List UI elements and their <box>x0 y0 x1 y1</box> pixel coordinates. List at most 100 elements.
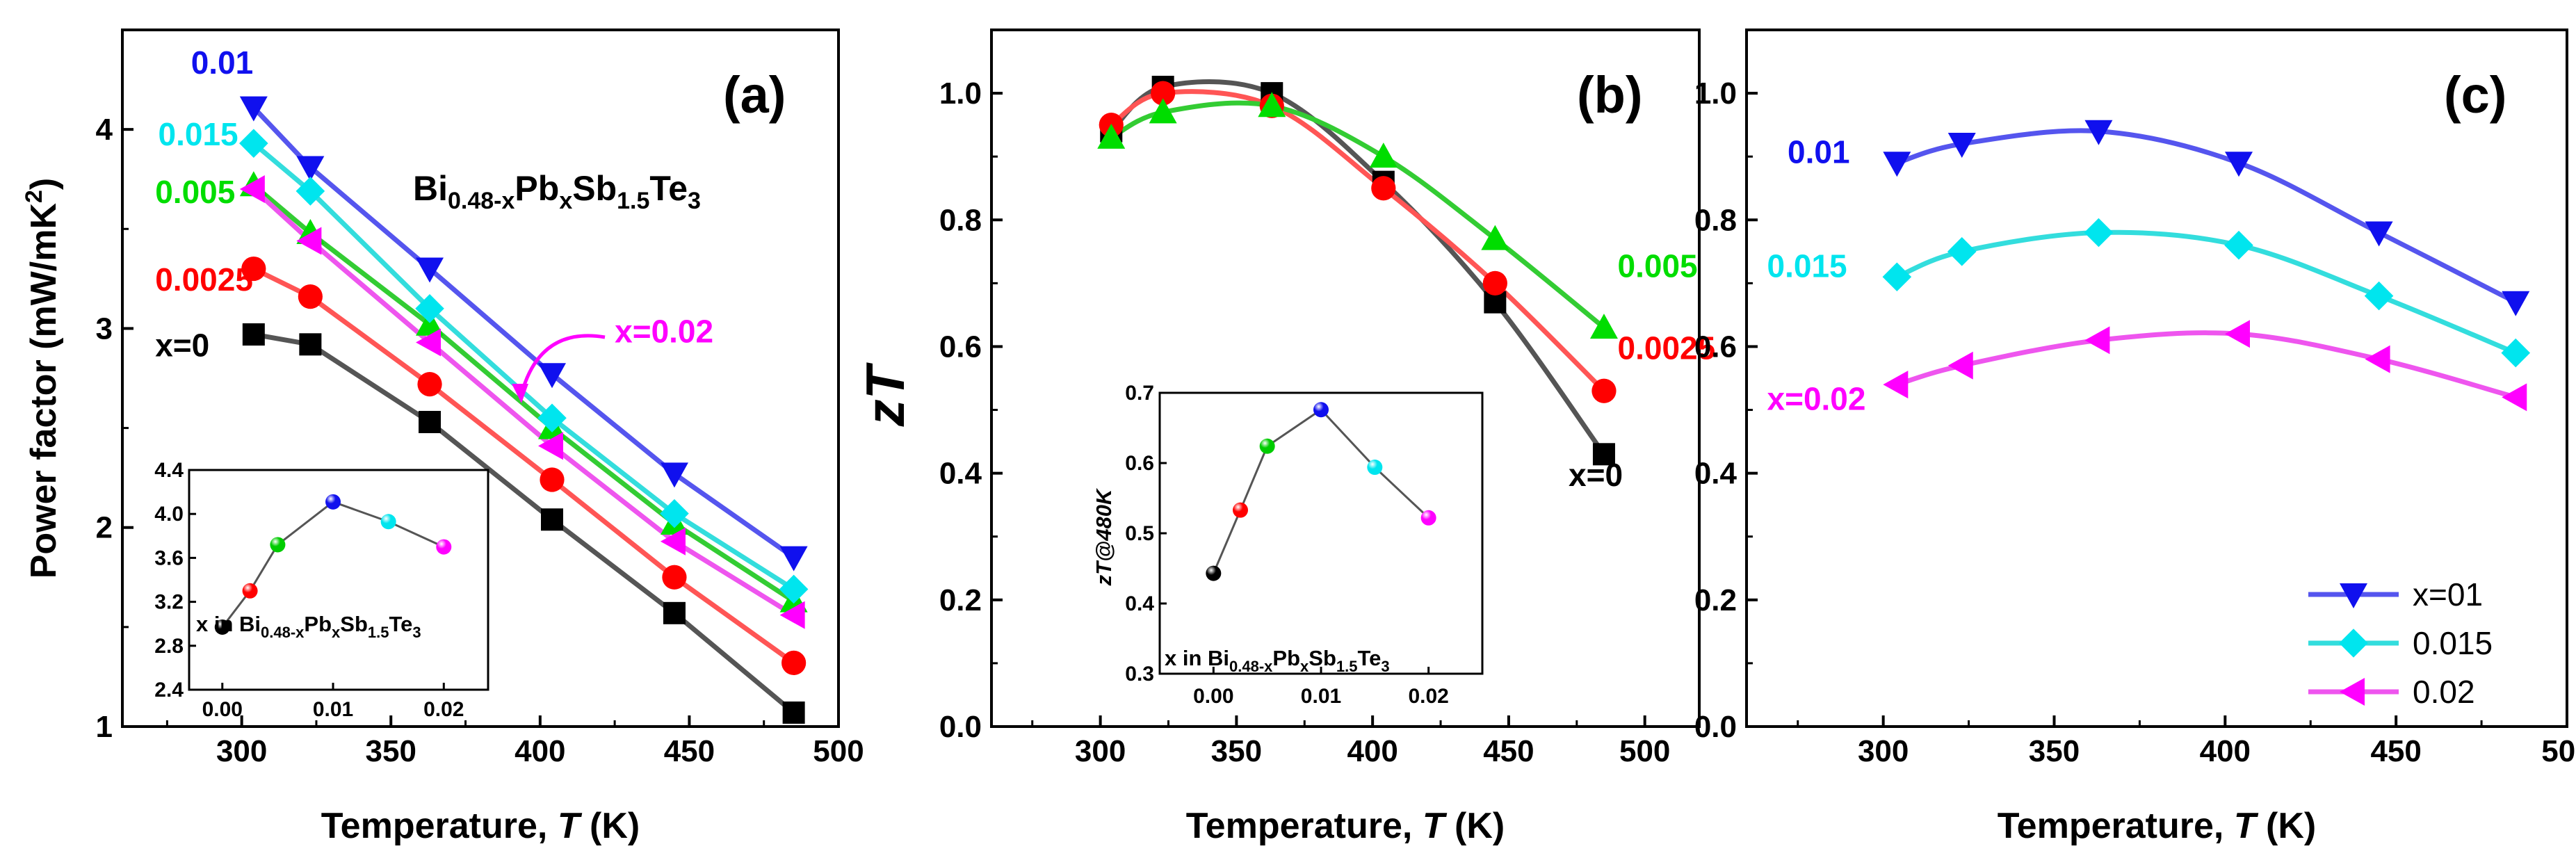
data-point <box>242 323 265 346</box>
data-point <box>538 432 563 460</box>
series-line <box>1896 330 2517 400</box>
inset-x-tick-label: 0.02 <box>423 698 464 721</box>
inset-data-point <box>1233 502 1248 518</box>
x-tick-label: 400 <box>1347 734 1398 768</box>
data-point <box>2501 338 2531 368</box>
plot-area-b <box>990 29 1701 728</box>
inset-data-point <box>1313 402 1329 418</box>
data-point <box>416 310 444 336</box>
axis-ticks-b: 300 350 400 450 500 0.0 0.2 0.4 0.6 0.8 1.0 <box>939 76 1671 768</box>
inset-data-point <box>436 539 452 555</box>
annotation-arrow-a <box>521 334 606 390</box>
panel-label-b: (b) <box>1577 66 1643 124</box>
inset-x-label-b: x in Bi0.48-xPbxSb1.5Te3 <box>1165 646 1390 675</box>
data-point <box>239 129 268 158</box>
inset-y-tick-label: 3.6 <box>154 546 184 569</box>
inset-x-tick-label: 0.00 <box>202 698 243 721</box>
data-point <box>1882 262 1912 292</box>
inset-x-tick-label: 0.00 <box>1193 685 1233 708</box>
data-point <box>1369 143 1398 168</box>
data-point <box>537 403 567 433</box>
inset-data-point <box>270 537 286 553</box>
series-markers-a <box>239 96 809 724</box>
series-line <box>252 187 795 617</box>
legend-marker <box>2340 678 2365 706</box>
y-tick-label: 0.2 <box>1694 583 1737 617</box>
data-point <box>1481 225 1509 250</box>
inset-content-b: 0.00 0.01 0.02 0.3 0.4 0.5 0.6 0.7 <box>1125 382 1449 708</box>
x-tick-label: 350 <box>1211 734 1262 768</box>
inset-data-point <box>214 619 230 635</box>
data-point <box>540 467 565 492</box>
inset-y-tick-label: 4.4 <box>154 459 184 482</box>
data-point <box>1149 98 1177 124</box>
series-annotation: 0.0025 <box>1618 330 1716 366</box>
y-tick-label: 2 <box>96 511 113 545</box>
x-axis-title-c: Temperature, T (K) <box>1998 806 2316 846</box>
data-point <box>660 462 688 488</box>
x-tick-label: 300 <box>216 734 267 768</box>
axis-ticks-c: 300 350 400 450 500 0.0 0.2 0.4 0.6 0.8 1.0 <box>1694 76 2576 768</box>
data-point <box>1371 176 1396 201</box>
series-markers-b <box>1097 75 1618 466</box>
x-tick-label: 450 <box>2370 734 2421 768</box>
x-tick-label: 450 <box>1483 734 1534 768</box>
inset-data-point <box>1259 438 1275 454</box>
panel-a: 300 350 400 450 500 1 2 3 4 0.01 0.015 0.005 0.0025… <box>21 29 864 846</box>
inset-x-label-a: x in Bi0.48-xPbxSb1.5Te3 <box>196 612 421 641</box>
legend-label: 0.015 <box>2413 625 2493 661</box>
data-point <box>296 156 325 181</box>
inset-frame-b <box>1158 391 1484 675</box>
annotations-c: 0.01 0.015 x=0.02 <box>1767 133 1866 416</box>
legend-marker <box>2340 583 2367 608</box>
inset-y-tick-label: 0.5 <box>1125 522 1154 545</box>
series-annotation: x=0.02 <box>1767 381 1866 417</box>
y-tick-label: 3 <box>96 311 113 346</box>
data-point <box>1482 270 1507 295</box>
panel-label-c: (c) <box>2444 66 2506 124</box>
legend-c: x=01 0.015 0.02 <box>2308 576 2493 710</box>
annotations-b: 0.005 0.0025 x=0 <box>1569 248 1715 493</box>
series-annotation: 0.015 <box>159 116 238 152</box>
inset-data-point <box>1367 460 1383 476</box>
data-point <box>1591 378 1617 403</box>
y-axis-title-b: zT <box>854 362 916 427</box>
y-tick-label: 0.4 <box>1694 457 1737 491</box>
x-tick-label: 400 <box>515 734 565 768</box>
data-point <box>296 227 322 255</box>
x-tick-label: 450 <box>664 734 715 768</box>
data-point <box>662 565 687 590</box>
axis-ticks-a: 300 350 400 450 500 1 2 3 4 <box>96 113 864 768</box>
series-line <box>1896 128 2517 305</box>
x-tick-label: 300 <box>1858 734 1909 768</box>
data-point <box>663 601 686 624</box>
data-point <box>2365 221 2393 247</box>
y-tick-label: 0.4 <box>939 457 982 491</box>
data-point <box>1258 92 1286 118</box>
data-point <box>295 177 325 206</box>
series-markers-c <box>1882 120 2531 412</box>
inset-y-tick-label: 0.3 <box>1125 663 1154 686</box>
inset-data-point <box>325 494 341 510</box>
compound-title-a: Bi0.48-xPbxSb1.5Te3 <box>413 169 701 214</box>
data-point <box>1883 152 1911 177</box>
series-annotation: 0.01 <box>191 44 254 81</box>
series-annotation: x=0 <box>1569 457 1623 493</box>
data-point <box>2225 152 2253 177</box>
x-tick-label: 500 <box>2541 734 2576 768</box>
legend-label: x=01 <box>2413 576 2483 613</box>
plot-area-c <box>1745 29 2568 728</box>
data-point <box>2365 345 2390 373</box>
series-line <box>1110 100 1606 330</box>
series-annotation: 0.005 <box>155 174 235 210</box>
x-axis-title-a: Temperature, T (K) <box>321 806 640 846</box>
data-point <box>1592 443 1615 466</box>
series-lines-c <box>1895 128 2517 400</box>
y-tick-label: 0.6 <box>939 330 982 364</box>
inset-data-point <box>380 514 396 530</box>
y-tick-label: 4 <box>96 113 113 147</box>
data-point <box>781 650 807 675</box>
inset-line <box>1212 408 1429 574</box>
